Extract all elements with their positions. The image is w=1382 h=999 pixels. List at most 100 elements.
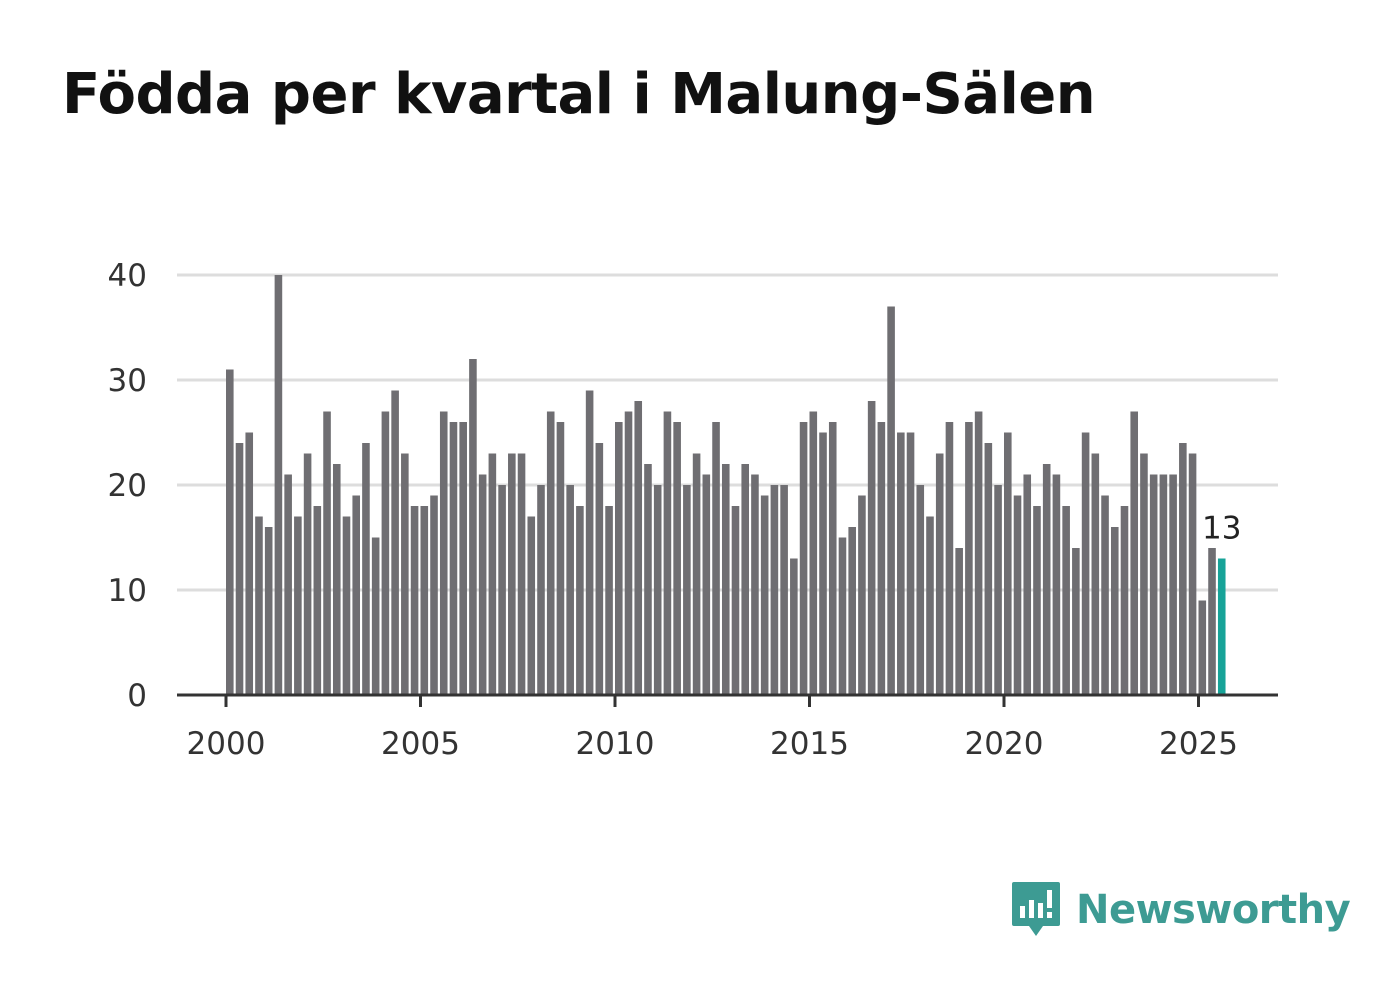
data-labels: 13 — [1202, 511, 1241, 547]
bar-67 — [877, 422, 886, 695]
x-tick-label-2015: 2015 — [770, 726, 849, 762]
bar-63 — [838, 537, 847, 695]
bar-42 — [634, 401, 643, 695]
bar-43 — [644, 464, 652, 695]
bar-22 — [439, 411, 448, 695]
bar-79 — [994, 485, 1002, 695]
bar-9 — [313, 506, 322, 695]
bar-87 — [1072, 548, 1080, 695]
bar-46 — [673, 422, 681, 695]
bar-74 — [945, 422, 954, 695]
bar-26 — [478, 474, 487, 695]
y-axis: 0 10 20 30 40 — [108, 258, 147, 714]
x-tick-label-2010: 2010 — [576, 726, 655, 762]
bar-75 — [955, 548, 963, 695]
bar-23 — [449, 422, 458, 695]
bar-24 — [459, 422, 467, 695]
x-tick-label-2000: 2000 — [187, 726, 266, 762]
bar-90 — [1101, 495, 1109, 695]
bar-6 — [284, 474, 292, 695]
y-tick-label-30: 30 — [108, 363, 147, 399]
bar-19 — [410, 506, 419, 695]
bar-45 — [663, 411, 672, 695]
bar-48 — [692, 453, 701, 695]
y-tick-label-20: 20 — [108, 468, 147, 504]
bar-7 — [294, 516, 302, 695]
y-tick-label-40: 40 — [108, 258, 147, 294]
bar-84 — [1042, 464, 1051, 695]
bar-14 — [362, 443, 370, 695]
bar-81 — [1013, 495, 1022, 695]
bar-59 — [799, 422, 808, 695]
bar-57 — [780, 485, 788, 695]
bar-49 — [702, 474, 711, 695]
bar-83 — [1033, 506, 1041, 695]
bar-62 — [828, 422, 837, 695]
bar-61 — [819, 432, 827, 695]
bar-89 — [1091, 453, 1100, 695]
bar-97 — [1169, 474, 1177, 695]
bar-30 — [517, 453, 526, 695]
bar-0 — [226, 369, 234, 695]
bar-41 — [624, 411, 633, 695]
bar-95 — [1149, 474, 1158, 695]
bar-31 — [527, 516, 536, 695]
bar-17 — [391, 390, 399, 695]
bar-53 — [741, 464, 750, 695]
bar-55 — [760, 495, 769, 695]
bar-98 — [1179, 443, 1187, 695]
newsworthy-logo-icon — [1012, 882, 1060, 936]
bar-50 — [712, 422, 720, 695]
bar-15 — [371, 537, 380, 695]
bar-88 — [1081, 432, 1090, 695]
bar-60 — [809, 411, 818, 695]
bar-64 — [848, 527, 856, 695]
bar-72 — [926, 516, 934, 695]
bar-2 — [245, 432, 254, 695]
bar-77 — [974, 411, 983, 695]
x-axis: 2000 2005 2010 2015 2020 2025 — [177, 693, 1278, 762]
brand-name: Newsworthy — [1076, 887, 1351, 933]
bar-34 — [556, 422, 565, 695]
bar-28 — [498, 485, 506, 695]
bar-80 — [1004, 432, 1012, 695]
bar-68 — [887, 306, 895, 695]
bar-32 — [537, 485, 545, 695]
bar-78 — [984, 443, 993, 695]
bar-51 — [721, 464, 730, 695]
bar-25 — [469, 359, 477, 695]
bar-47 — [683, 485, 691, 695]
bar-76 — [965, 422, 973, 695]
bar-93 — [1130, 411, 1139, 695]
bar-11 — [332, 464, 341, 695]
bar-13 — [352, 495, 361, 695]
bar-96 — [1159, 474, 1168, 695]
bar-91 — [1110, 527, 1119, 695]
bar-73 — [935, 453, 944, 695]
bar-71 — [916, 485, 925, 695]
bar-92 — [1120, 506, 1129, 695]
bar-52 — [731, 506, 740, 695]
bar-29 — [508, 453, 516, 695]
bar-18 — [401, 453, 409, 695]
y-tick-label-10: 10 — [108, 573, 147, 609]
bar-10 — [323, 411, 331, 695]
bar-37 — [585, 390, 594, 695]
bar-54 — [751, 474, 759, 695]
bar-100 — [1198, 600, 1207, 695]
bar-38 — [595, 443, 604, 695]
bar-35 — [566, 485, 574, 695]
bar-66 — [867, 401, 876, 695]
bar-94 — [1140, 453, 1148, 695]
bars — [226, 275, 1226, 695]
bar-12 — [342, 516, 351, 695]
bar-69 — [897, 432, 905, 695]
bar-33 — [546, 411, 555, 695]
bar-39 — [605, 506, 613, 695]
bar-1 — [235, 443, 244, 695]
bar-82 — [1023, 474, 1032, 695]
bar-3 — [255, 516, 263, 695]
y-tick-label-0: 0 — [127, 678, 147, 714]
bar-36 — [576, 506, 584, 695]
